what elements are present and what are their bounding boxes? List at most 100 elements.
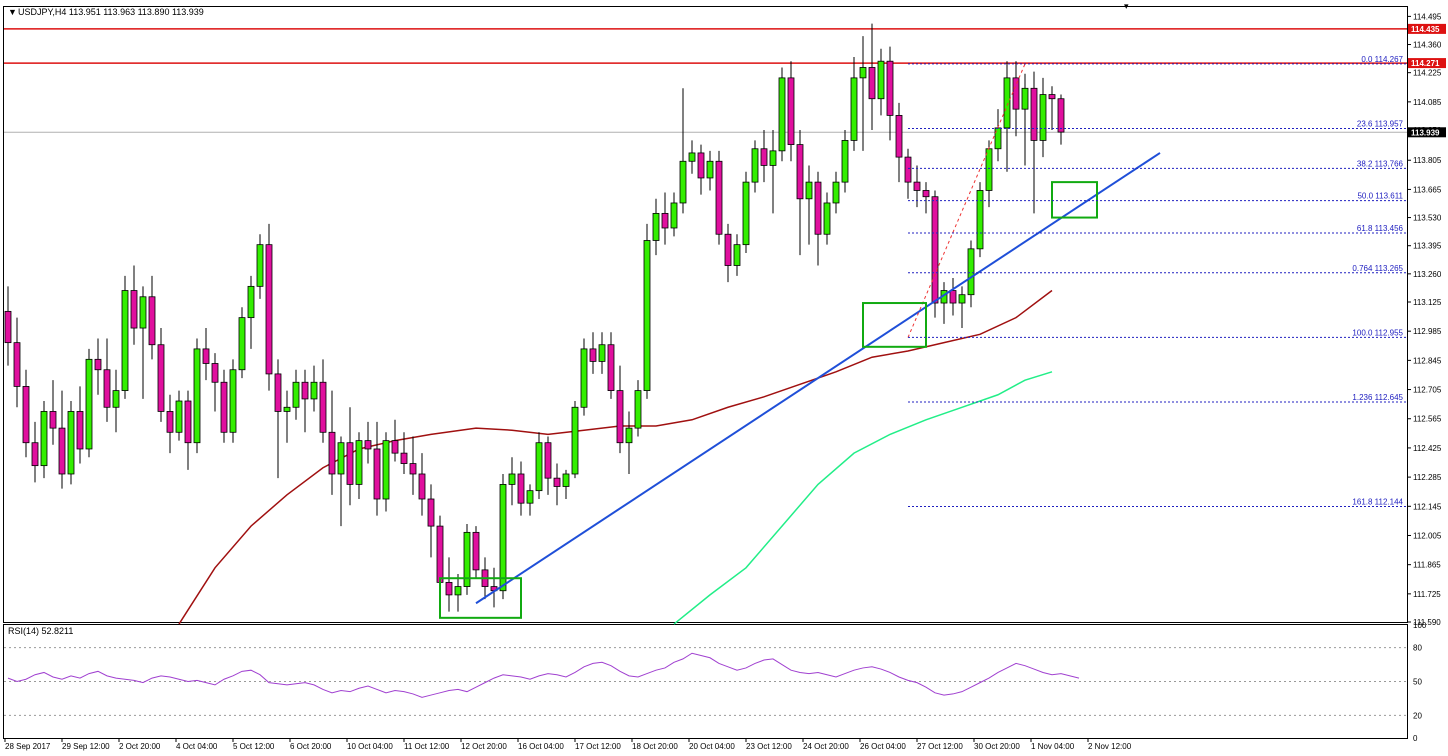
candle-body-bull [976,190,984,250]
candle-body-bear [1048,94,1056,100]
candle [1021,73,1029,166]
candle-body-bull [841,140,849,183]
candle [211,353,219,412]
time-tick-label: 27 Oct 12:00 [917,742,963,751]
candle-body-bull [175,400,183,433]
candle [922,182,930,214]
fib-level-label: 0.0 114.267 [1361,55,1403,64]
candle-body-bear [346,442,354,485]
fib-level-label: 50.0 113.611 [1357,192,1403,201]
candle [679,88,687,214]
trendline[interactable] [475,152,1161,605]
candle-body-bear [922,190,930,198]
fib-level-label: 100.0 112.955 [1352,328,1403,337]
candles [4,23,1065,612]
candle-body-bull [238,317,246,371]
candle-body-bull [112,390,120,408]
candle-body-bear [148,296,156,346]
candle-body-bear [22,386,30,444]
price-tick-label: 112.705 [1413,386,1442,395]
candle-body-bear [400,452,408,464]
candle-body-bear [445,581,453,596]
candle-body-bull [958,294,966,304]
time-tick-label: 29 Sep 12:00 [62,742,110,751]
candle-body-bull [598,344,606,362]
rsi-tick-label: 0 [1413,734,1418,743]
candle-body-bull [337,442,345,475]
candle [40,401,48,479]
candle [931,190,939,318]
candle-body-bull [526,490,534,504]
candle [13,317,21,408]
fib-level-label: 61.8 113.456 [1357,224,1404,233]
price-tick-label: 113.395 [1413,242,1442,251]
candle-body-bull [670,202,678,229]
candle-body-bear [661,212,669,229]
candle [526,484,534,516]
fib-anchor-line[interactable] [907,63,1026,338]
ma-slow-line[interactable] [673,371,1053,625]
candle-body-bull [634,390,642,429]
time-tick-label: 26 Oct 04:00 [860,742,906,751]
price-tick-label: 114.360 [1413,41,1442,50]
candle-body-bull [778,77,786,152]
time-tick-label: 18 Oct 20:00 [632,742,678,751]
candle [949,278,957,316]
candle [598,332,606,374]
candle-body-bear [319,381,327,433]
candle [310,365,318,412]
candle [346,407,354,506]
time-tick-label: 2 Oct 20:00 [119,742,161,751]
rsi-tick-label: 80 [1413,644,1422,653]
candle [760,130,768,183]
candle-body-bear [544,442,552,479]
candle-body-bull [310,381,318,400]
price-tick-label: 112.425 [1413,444,1442,453]
fib-level-label: 1.236 112.645 [1352,393,1403,402]
rsi-label: RSI(14) 52.8211 [8,626,73,636]
candle [697,144,705,195]
candle [859,36,867,151]
candle [184,390,192,470]
drawing-objects [439,63,1161,619]
candle [1039,77,1047,158]
price-label-box [1408,23,1446,34]
highlight-box[interactable] [439,577,522,619]
candle [31,421,39,483]
highlight-box[interactable] [862,302,927,348]
candle-body-bull [85,358,93,450]
candle-body-bear [211,363,219,383]
candle-body-bear [157,344,165,412]
candle-body-bear [166,411,174,433]
header-symbol-arrow[interactable]: ▼ [8,7,17,17]
candle [166,394,174,454]
highlight-box[interactable] [1051,181,1098,219]
candle [1012,61,1020,137]
fib-level-label: 23.6 113.957 [1357,120,1404,129]
price-tick-label: 113.665 [1413,185,1442,194]
candle-body-bull [652,212,660,241]
candle [724,223,732,283]
candle [634,380,642,437]
candle [814,171,822,266]
candle-body-bull [1039,94,1047,141]
candle [976,182,984,258]
price-tick-label: 114.085 [1413,98,1442,107]
candle [427,484,435,558]
candle [85,348,93,458]
candle-body-bull [535,442,543,492]
rsi-line[interactable] [7,652,1080,698]
candle [967,240,975,308]
candle-body-bear [715,160,723,235]
candle [400,432,408,474]
candle [571,401,579,479]
candle [742,171,750,253]
time-tick-label: 2 Nov 12:00 [1088,742,1132,751]
candle [958,286,966,329]
candle-body-bull [571,406,579,475]
candle [76,386,84,464]
candle-body-bear [130,290,138,329]
price-tick-label: 114.495 [1413,12,1442,21]
candle-body-bear [1030,87,1038,141]
